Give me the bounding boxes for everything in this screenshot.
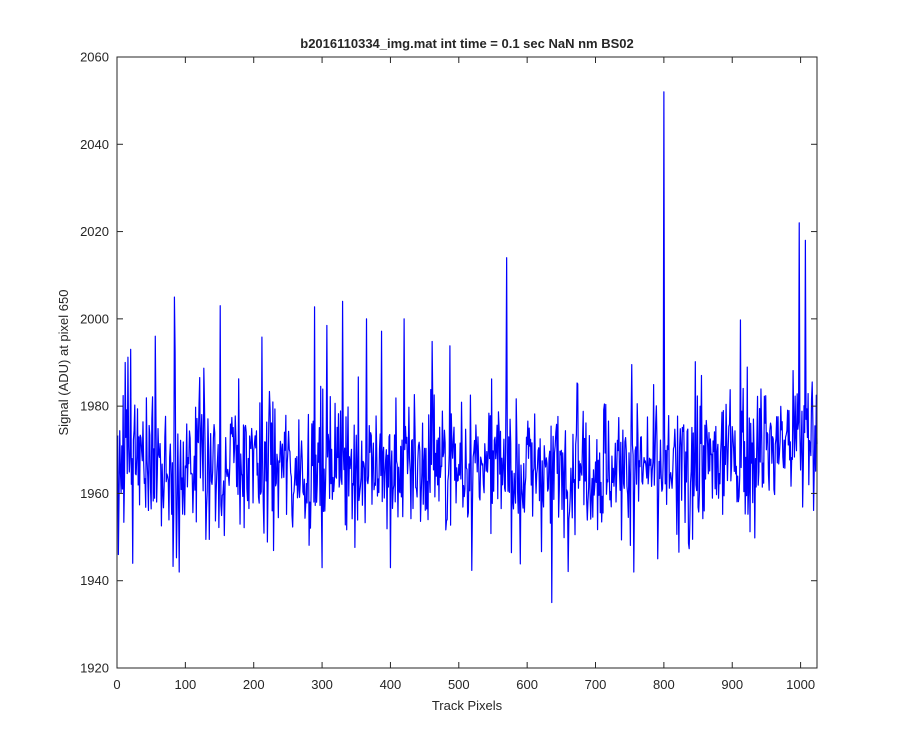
x-tick-label: 500 (448, 677, 470, 692)
x-tick-label: 900 (721, 677, 743, 692)
y-tick-label: 1980 (80, 399, 109, 414)
x-tick-label: 100 (175, 677, 197, 692)
x-tick-label: 300 (311, 677, 333, 692)
y-tick-label: 2040 (80, 137, 109, 152)
y-axis-title: Signal (ADU) at pixel 650 (56, 290, 71, 436)
x-tick-label: 400 (380, 677, 402, 692)
y-tick-label: 1920 (80, 661, 109, 676)
plot-area (117, 57, 817, 668)
y-tick-label: 2000 (80, 311, 109, 326)
x-tick-label: 800 (653, 677, 675, 692)
y-tick-label: 1960 (80, 486, 109, 501)
y-tick-label: 2020 (80, 224, 109, 239)
y-tick-label: 2060 (80, 50, 109, 65)
signal-series-line (117, 91, 818, 604)
x-axis-title: Track Pixels (432, 698, 503, 713)
x-tick-label: 0 (113, 677, 120, 692)
x-tick-label: 1000 (786, 677, 815, 692)
axes-box (116, 56, 818, 669)
x-axis-ticks: 0 100 200 300 400 500 600 700 800 900 1000 (113, 57, 815, 692)
chart-title: b2016110334_img.mat int time = 0.1 sec N… (300, 36, 633, 51)
x-tick-label: 200 (243, 677, 265, 692)
y-tick-label: 1940 (80, 573, 109, 588)
x-tick-label: 600 (516, 677, 538, 692)
y-axis-ticks: 1920 1940 1960 1980 2000 2020 2040 2060 (80, 50, 817, 676)
x-tick-label: 700 (585, 677, 607, 692)
series-layer (117, 91, 818, 604)
